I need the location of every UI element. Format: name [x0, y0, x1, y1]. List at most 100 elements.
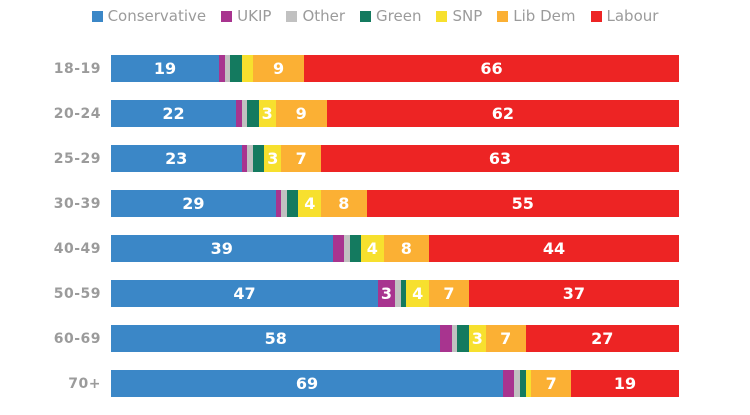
bar-segment-conservative: 58 — [111, 325, 441, 352]
bar-segment-conservative: 29 — [111, 190, 276, 217]
bar-segment-snp: 3 — [264, 145, 282, 172]
age-group-label: 40-49 — [53, 240, 101, 257]
bar-segment-green — [457, 325, 469, 352]
bar-segment-labour: 62 — [326, 100, 679, 127]
bar-row-60-69: 60-69 58 3 7 27 — [0, 325, 750, 352]
bar-segment-green — [400, 280, 407, 307]
bar-segment-snp: 4 — [406, 280, 430, 307]
stacked-bar-18-19: 19 9 66 — [111, 55, 679, 82]
bar-segment-labour: 66 — [304, 55, 679, 82]
bar-segment-labour: 27 — [525, 325, 679, 352]
bar-segment-other — [514, 370, 520, 397]
stacked-bar-70: 69 7 19 — [111, 370, 679, 397]
bar-segment-lib-dem: 7 — [281, 145, 322, 172]
bar-segment-green — [349, 235, 361, 262]
legend-item-ukip: UKIP — [221, 9, 271, 24]
bar-segment-green — [287, 190, 299, 217]
bar-segment-conservative: 47 — [111, 280, 378, 307]
bar-segment-ukip — [235, 100, 242, 127]
bar-segment-ukip — [502, 370, 515, 397]
vote-by-age-chart-page: { "chart_data": { "type": "bar", "varian… — [0, 8, 750, 397]
legend-swatch-ukip-icon — [221, 11, 233, 22]
legend-item-conservative: Conservative — [91, 7, 207, 25]
bar-row-18-19: 18-19 19 9 66 — [0, 55, 750, 82]
bar-segment-green — [247, 100, 259, 127]
bar-segment-other — [343, 235, 350, 262]
bar-segment-labour: 63 — [321, 145, 679, 172]
bar-segment-lib-dem: 7 — [485, 325, 526, 352]
bar-segment-snp — [525, 370, 532, 397]
stacked-bar-40-49: 39 4 8 44 — [111, 235, 679, 262]
stacked-bar-50-59: 47 3 4 7 37 — [111, 280, 679, 307]
bar-segment-other — [241, 100, 248, 127]
bar-segment-conservative: 22 — [111, 100, 236, 127]
legend-item-lib-dem: Lib Dem — [497, 7, 576, 25]
bar-segment-lib-dem: 9 — [275, 100, 327, 127]
legend-item-other: Other — [286, 9, 345, 24]
bar-segment-other — [451, 325, 458, 352]
stacked-bar-60-69: 58 3 7 27 — [111, 325, 679, 352]
legend-label-conservative: Conservative — [107, 7, 207, 25]
bar-row-70: 70+ 69 7 19 — [0, 370, 750, 397]
bar-segment-ukip — [241, 145, 248, 172]
bar-segment-conservative: 39 — [111, 235, 333, 262]
bar-segment-conservative: 69 — [111, 370, 503, 397]
bar-segment-other — [394, 280, 401, 307]
stacked-bar-chart: 18-19 19 9 66 20-24 22 3 9 62 25-29 23 3 7 63 30-39 29 4… — [0, 55, 750, 415]
legend-item-labour: Labour — [590, 7, 659, 25]
age-group-label: 60-69 — [53, 330, 101, 347]
bar-segment-snp: 3 — [258, 100, 276, 127]
legend-swatch-green-icon — [360, 11, 372, 22]
bar-segment-lib-dem: 9 — [252, 55, 305, 82]
stacked-bar-30-39: 29 4 8 55 — [111, 190, 679, 217]
stacked-bar-25-29: 23 3 7 63 — [111, 145, 679, 172]
bar-segment-lib-dem: 8 — [383, 235, 430, 262]
age-group-label: 30-39 — [53, 195, 101, 212]
bar-segment-ukip — [218, 55, 225, 82]
age-group-label: 20-24 — [53, 105, 101, 122]
bar-segment-labour: 37 — [468, 280, 679, 307]
legend-swatch-snp-icon — [436, 11, 448, 22]
bar-segment-ukip — [440, 325, 452, 352]
bar-row-30-39: 30-39 29 4 8 55 — [0, 190, 750, 217]
bar-segment-other — [247, 145, 253, 172]
bar-segment-labour: 55 — [366, 190, 679, 217]
bar-segment-lib-dem: 7 — [531, 370, 572, 397]
bar-segment-ukip — [275, 190, 282, 217]
legend-label-snp: SNP — [452, 7, 483, 25]
bar-segment-lib-dem: 8 — [321, 190, 367, 217]
bar-segment-other — [281, 190, 288, 217]
stacked-bar-20-24: 22 3 9 62 — [111, 100, 679, 127]
legend-item-snp: SNP — [436, 9, 482, 24]
legend: Conservative UKIP Other Green SNP Lib Dem Labo… — [0, 9, 750, 24]
age-group-label: 18-19 — [53, 60, 101, 77]
bar-segment-conservative: 23 — [111, 145, 242, 172]
legend-label-ukip: UKIP — [237, 7, 272, 25]
bar-segment-snp: 4 — [360, 235, 384, 262]
bar-segment-lib-dem: 7 — [429, 280, 469, 307]
bar-segment-labour: 19 — [571, 370, 679, 397]
age-group-label: 25-29 — [53, 150, 101, 167]
legend-swatch-conservative-icon — [91, 11, 103, 22]
bar-segment-conservative: 19 — [111, 55, 219, 82]
bar-row-40-49: 40-49 39 4 8 44 — [0, 235, 750, 262]
legend-label-other: Other — [302, 7, 346, 25]
legend-swatch-other-icon — [286, 11, 298, 22]
bar-segment-green — [252, 145, 265, 172]
legend-label-lib-dem: Lib Dem — [513, 7, 576, 25]
bar-row-25-29: 25-29 23 3 7 63 — [0, 145, 750, 172]
legend-swatch-lib-dem-icon — [497, 11, 509, 22]
legend-label-labour: Labour — [606, 7, 659, 25]
legend-item-green: Green — [360, 9, 421, 24]
bar-row-20-24: 20-24 22 3 9 62 — [0, 100, 750, 127]
bar-segment-green — [519, 370, 526, 397]
legend-swatch-labour-icon — [590, 11, 602, 22]
bar-segment-snp — [241, 55, 253, 82]
bar-segment-ukip: 3 — [377, 280, 395, 307]
bar-segment-green — [230, 55, 242, 82]
bar-segment-snp: 4 — [298, 190, 322, 217]
bar-segment-ukip — [332, 235, 344, 262]
bar-segment-snp: 3 — [468, 325, 486, 352]
age-group-label: 50-59 — [53, 285, 101, 302]
bar-row-50-59: 50-59 47 3 4 7 37 — [0, 280, 750, 307]
